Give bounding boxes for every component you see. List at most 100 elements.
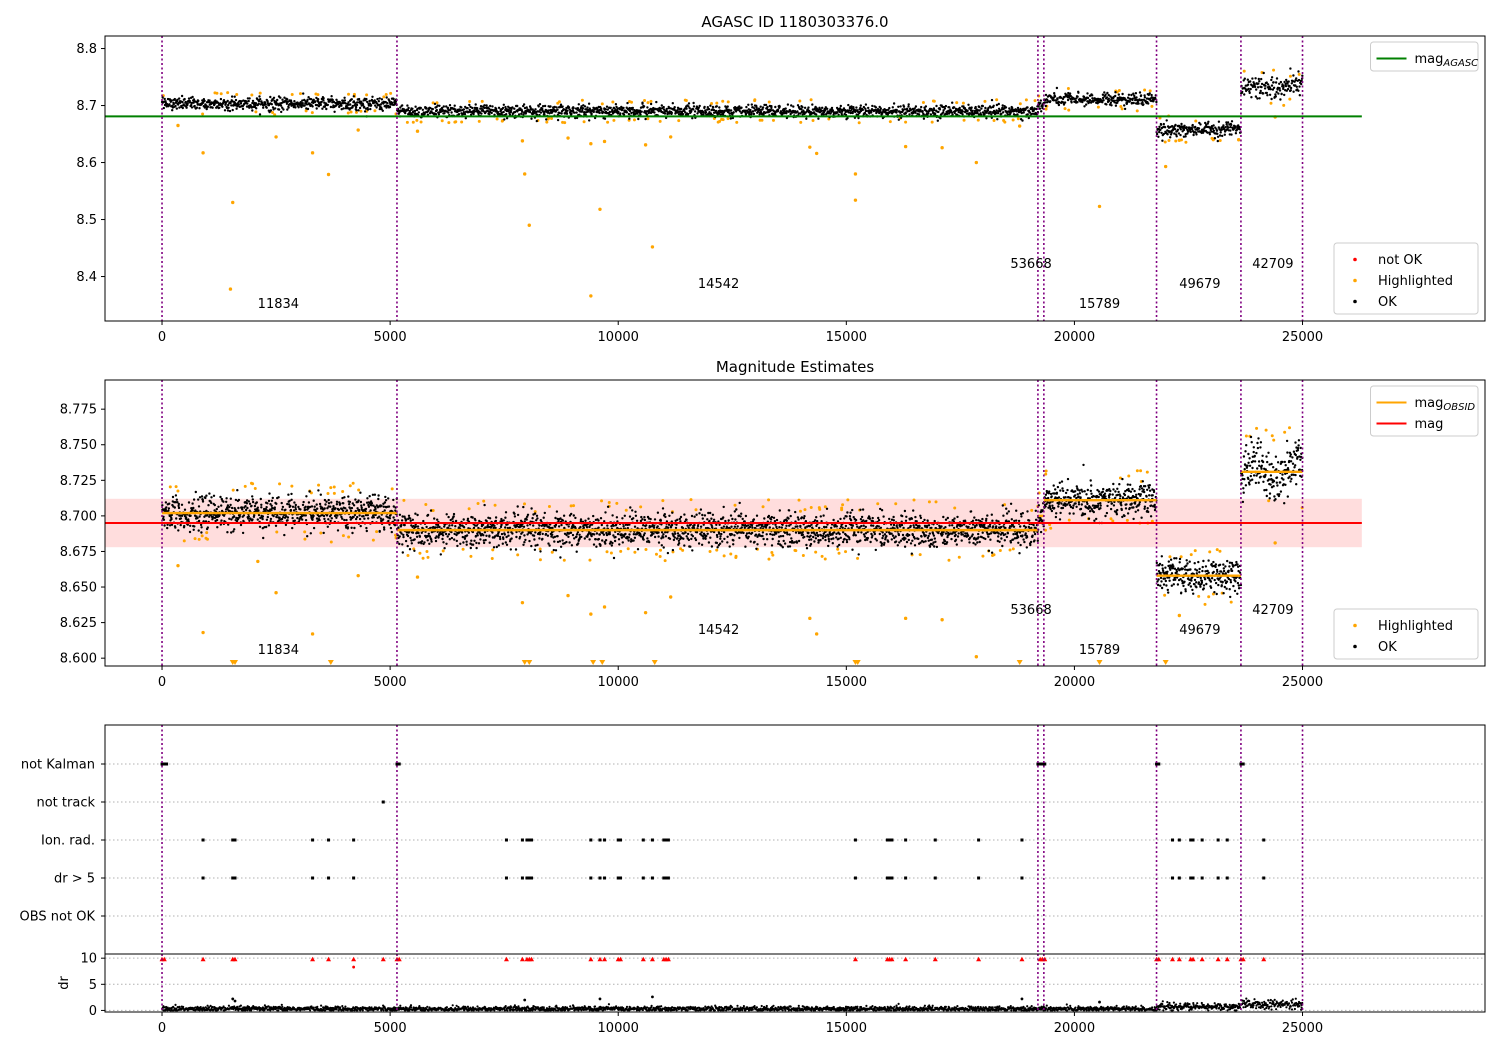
highlighted-outlier xyxy=(808,145,812,149)
dr-clipped-marker xyxy=(640,956,646,962)
highlighted-point xyxy=(1207,595,1211,599)
flag-marker xyxy=(1241,762,1245,766)
y-tick-label: 8.8 xyxy=(76,42,97,57)
highlighted-outlier xyxy=(520,600,525,605)
clipped-below-marker xyxy=(854,660,861,665)
y-tick-label: 8.650 xyxy=(60,581,97,596)
obsid-label: 42709 xyxy=(1252,257,1293,272)
panel1-title: AGASC ID 1180303376.0 xyxy=(701,13,888,31)
highlighted-point xyxy=(435,101,439,105)
panel1-frame xyxy=(104,35,1486,322)
x-tick-label: 20000 xyxy=(1054,675,1095,690)
flag-marker xyxy=(1262,838,1266,842)
dr-clipped-marker xyxy=(597,956,603,962)
clipped-below-marker xyxy=(1096,660,1103,665)
highlighted-point xyxy=(1003,120,1007,124)
flag-marker xyxy=(616,838,620,842)
highlighted-point xyxy=(290,93,294,97)
highlighted-point xyxy=(771,118,775,122)
highlighted-point xyxy=(290,484,294,488)
highlighted-point xyxy=(421,556,425,560)
highlighted-point xyxy=(538,558,542,562)
highlighted-point xyxy=(619,549,623,553)
flag-marker xyxy=(598,838,602,842)
highlighted-point xyxy=(1242,69,1246,73)
flag-marker xyxy=(327,838,331,842)
highlighted-point xyxy=(836,547,840,551)
highlighted-point xyxy=(1283,430,1287,434)
highlighted-point xyxy=(998,549,1002,553)
x-tick-label: 0 xyxy=(158,330,166,345)
highlighted-point xyxy=(375,530,379,534)
highlighted-point xyxy=(1272,68,1276,72)
highlighted-point xyxy=(1049,526,1053,530)
highlighted-point xyxy=(803,508,807,512)
highlighted-point xyxy=(271,110,275,114)
highlighted-point xyxy=(844,550,848,554)
flag-row-label: Ion. rad. xyxy=(41,834,95,849)
flag-marker xyxy=(977,838,981,842)
highlighted-point xyxy=(1119,104,1123,108)
highlighted-point xyxy=(258,91,262,95)
highlighted-outlier xyxy=(974,160,979,165)
flag-marker xyxy=(589,838,593,842)
highlighted-point xyxy=(820,554,824,558)
dr-clipped-marker xyxy=(326,956,332,962)
dr-clipped-marker xyxy=(1215,956,1221,962)
highlighted-point xyxy=(1179,555,1183,559)
flag-marker xyxy=(327,876,331,880)
flag-marker xyxy=(1171,838,1175,842)
highlighted-point xyxy=(341,490,345,494)
x-tick-label: 25000 xyxy=(1282,1021,1323,1036)
dr-points-segment-2 xyxy=(1240,997,1304,1011)
highlighted-point xyxy=(931,99,935,103)
highlighted-point xyxy=(580,98,584,102)
legend-label: not OK xyxy=(1378,253,1423,268)
highlighted-point xyxy=(406,553,410,557)
highlighted-point xyxy=(990,553,994,557)
clipped-below-marker xyxy=(590,660,597,665)
highlighted-point xyxy=(1269,101,1273,105)
flag-marker xyxy=(885,838,889,842)
highlighted-point xyxy=(482,499,486,503)
highlighted-point xyxy=(1008,548,1012,552)
highlighted-point xyxy=(710,101,714,105)
highlighted-point xyxy=(1150,519,1154,523)
highlighted-point xyxy=(626,547,630,551)
highlighted-point xyxy=(894,502,898,506)
dr-outlier xyxy=(352,965,356,969)
highlighted-point xyxy=(1288,74,1292,78)
highlighted-point xyxy=(659,548,663,552)
highlighted-outlier xyxy=(527,223,531,227)
highlighted-point xyxy=(811,119,815,123)
highlighted-outlier xyxy=(650,245,655,249)
x-tick-label: 5000 xyxy=(374,1021,407,1036)
dr-outlier xyxy=(233,999,237,1003)
highlighted-point xyxy=(168,485,172,489)
highlighted-point xyxy=(304,109,308,113)
highlighted-point xyxy=(303,537,307,541)
panel3-flag-data xyxy=(160,762,1266,880)
highlighted-point xyxy=(760,118,764,122)
flag-marker xyxy=(525,876,529,880)
y-tick-label: 0 xyxy=(89,1004,97,1019)
highlighted-point xyxy=(275,530,279,534)
highlighted-point xyxy=(1297,72,1301,76)
legend-box xyxy=(1370,41,1479,72)
flag-marker xyxy=(1177,876,1181,880)
highlighted-point xyxy=(1011,547,1015,551)
highlighted-point xyxy=(767,100,771,104)
highlighted-point xyxy=(1044,472,1048,476)
highlighted-point xyxy=(643,99,647,103)
highlighted-point xyxy=(231,488,235,492)
highlighted-point xyxy=(840,506,844,510)
dr-clipped-marker xyxy=(976,956,982,962)
highlighted-point xyxy=(357,488,361,492)
highlighted-outlier xyxy=(356,128,360,132)
clipped-below-marker xyxy=(1016,660,1023,665)
flag-marker xyxy=(662,838,666,842)
panel1-axes: 0 5000 10000 15000 20000 25000 8.4 8.5 8.6 8.7 8.8 xyxy=(76,42,1323,345)
flag-marker xyxy=(616,876,620,880)
y-tick-label: 8.775 xyxy=(60,403,97,418)
flag-marker xyxy=(641,876,645,880)
